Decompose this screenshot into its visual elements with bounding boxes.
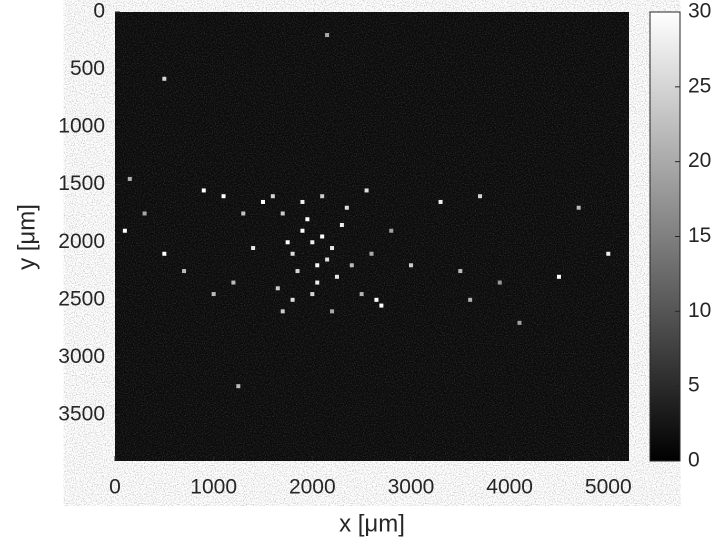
x-tick-label: 2000 <box>289 476 336 499</box>
hot-pixel <box>339 222 344 227</box>
hot-pixel <box>344 205 349 210</box>
hot-pixel <box>576 205 581 210</box>
hot-pixel <box>320 234 325 239</box>
hot-pixel <box>251 246 256 251</box>
hot-pixel <box>280 211 285 216</box>
colorbar-tick-label: 15 <box>688 224 711 247</box>
colorbar-tick-label: 25 <box>688 74 711 97</box>
hot-pixel <box>285 240 290 245</box>
hot-pixel <box>295 269 300 274</box>
y-tick-label: 1500 <box>58 172 105 195</box>
hot-pixel <box>231 280 236 285</box>
hot-pixel <box>275 286 280 291</box>
hot-pixel <box>241 211 246 216</box>
hot-pixel <box>201 188 206 193</box>
hot-pixel <box>305 217 310 222</box>
hot-pixel <box>290 251 295 256</box>
hot-pixel <box>280 309 285 314</box>
hot-pixel <box>122 228 127 233</box>
hot-pixel <box>310 292 315 297</box>
hot-pixel <box>310 240 315 245</box>
hot-pixel <box>349 263 354 268</box>
hot-pixel <box>408 263 413 268</box>
hot-pixel <box>127 176 132 181</box>
y-tick-label: 3000 <box>58 345 105 368</box>
y-tick-label: 3500 <box>58 402 105 425</box>
hot-pixel <box>556 274 561 279</box>
hot-pixel <box>438 199 443 204</box>
hot-pixel <box>334 274 339 279</box>
hot-pixel <box>369 251 374 256</box>
hot-pixel <box>389 228 394 233</box>
hot-pixel <box>162 76 167 81</box>
hot-pixel <box>315 263 320 268</box>
hot-pixel <box>374 297 379 302</box>
hot-pixel <box>497 280 502 285</box>
hot-pixel <box>364 188 369 193</box>
hot-pixel <box>260 199 265 204</box>
x-axis-label: x [μm] <box>339 510 405 537</box>
hot-pixel <box>330 246 335 251</box>
hot-pixel <box>315 280 320 285</box>
hot-pixel <box>468 297 473 302</box>
hot-pixel <box>236 384 241 389</box>
hot-pixel <box>458 269 463 274</box>
hot-pixel <box>325 33 330 38</box>
colorbar-tick-label: 5 <box>688 374 700 397</box>
x-tick-label: 4000 <box>486 476 533 499</box>
hot-pixel <box>517 320 522 325</box>
hot-pixel <box>211 292 216 297</box>
colorbar-tick-label: 0 <box>688 449 700 472</box>
hot-pixel <box>379 303 384 308</box>
hot-pixel <box>606 251 611 256</box>
y-tick-label: 0 <box>93 0 105 23</box>
colorbar-tick-label: 20 <box>688 149 711 172</box>
colorbar-tick-label: 30 <box>688 0 711 23</box>
hot-pixel <box>478 194 483 199</box>
hot-pixel <box>359 292 364 297</box>
y-tick-label: 2000 <box>58 230 105 253</box>
hot-pixel <box>325 257 330 262</box>
colorbar-tick-label: 10 <box>688 299 711 322</box>
hot-pixel <box>290 297 295 302</box>
x-tick-label: 1000 <box>190 476 237 499</box>
hot-pixel <box>221 194 226 199</box>
y-axis-label: y [μm] <box>13 204 40 270</box>
noise-texture <box>115 12 629 461</box>
x-tick-label: 5000 <box>585 476 632 499</box>
hot-pixel <box>300 199 305 204</box>
hot-pixel <box>300 228 305 233</box>
hot-pixel <box>330 309 335 314</box>
hot-pixel <box>270 194 275 199</box>
hot-pixel <box>182 269 187 274</box>
y-tick-label: 2500 <box>58 287 105 310</box>
y-tick-label: 1000 <box>58 115 105 138</box>
hot-pixel <box>162 251 167 256</box>
hot-pixel <box>320 194 325 199</box>
hot-pixel <box>142 211 147 216</box>
y-tick-label: 500 <box>70 57 105 80</box>
x-tick-label: 3000 <box>388 476 435 499</box>
x-tick-label: 0 <box>109 476 121 499</box>
